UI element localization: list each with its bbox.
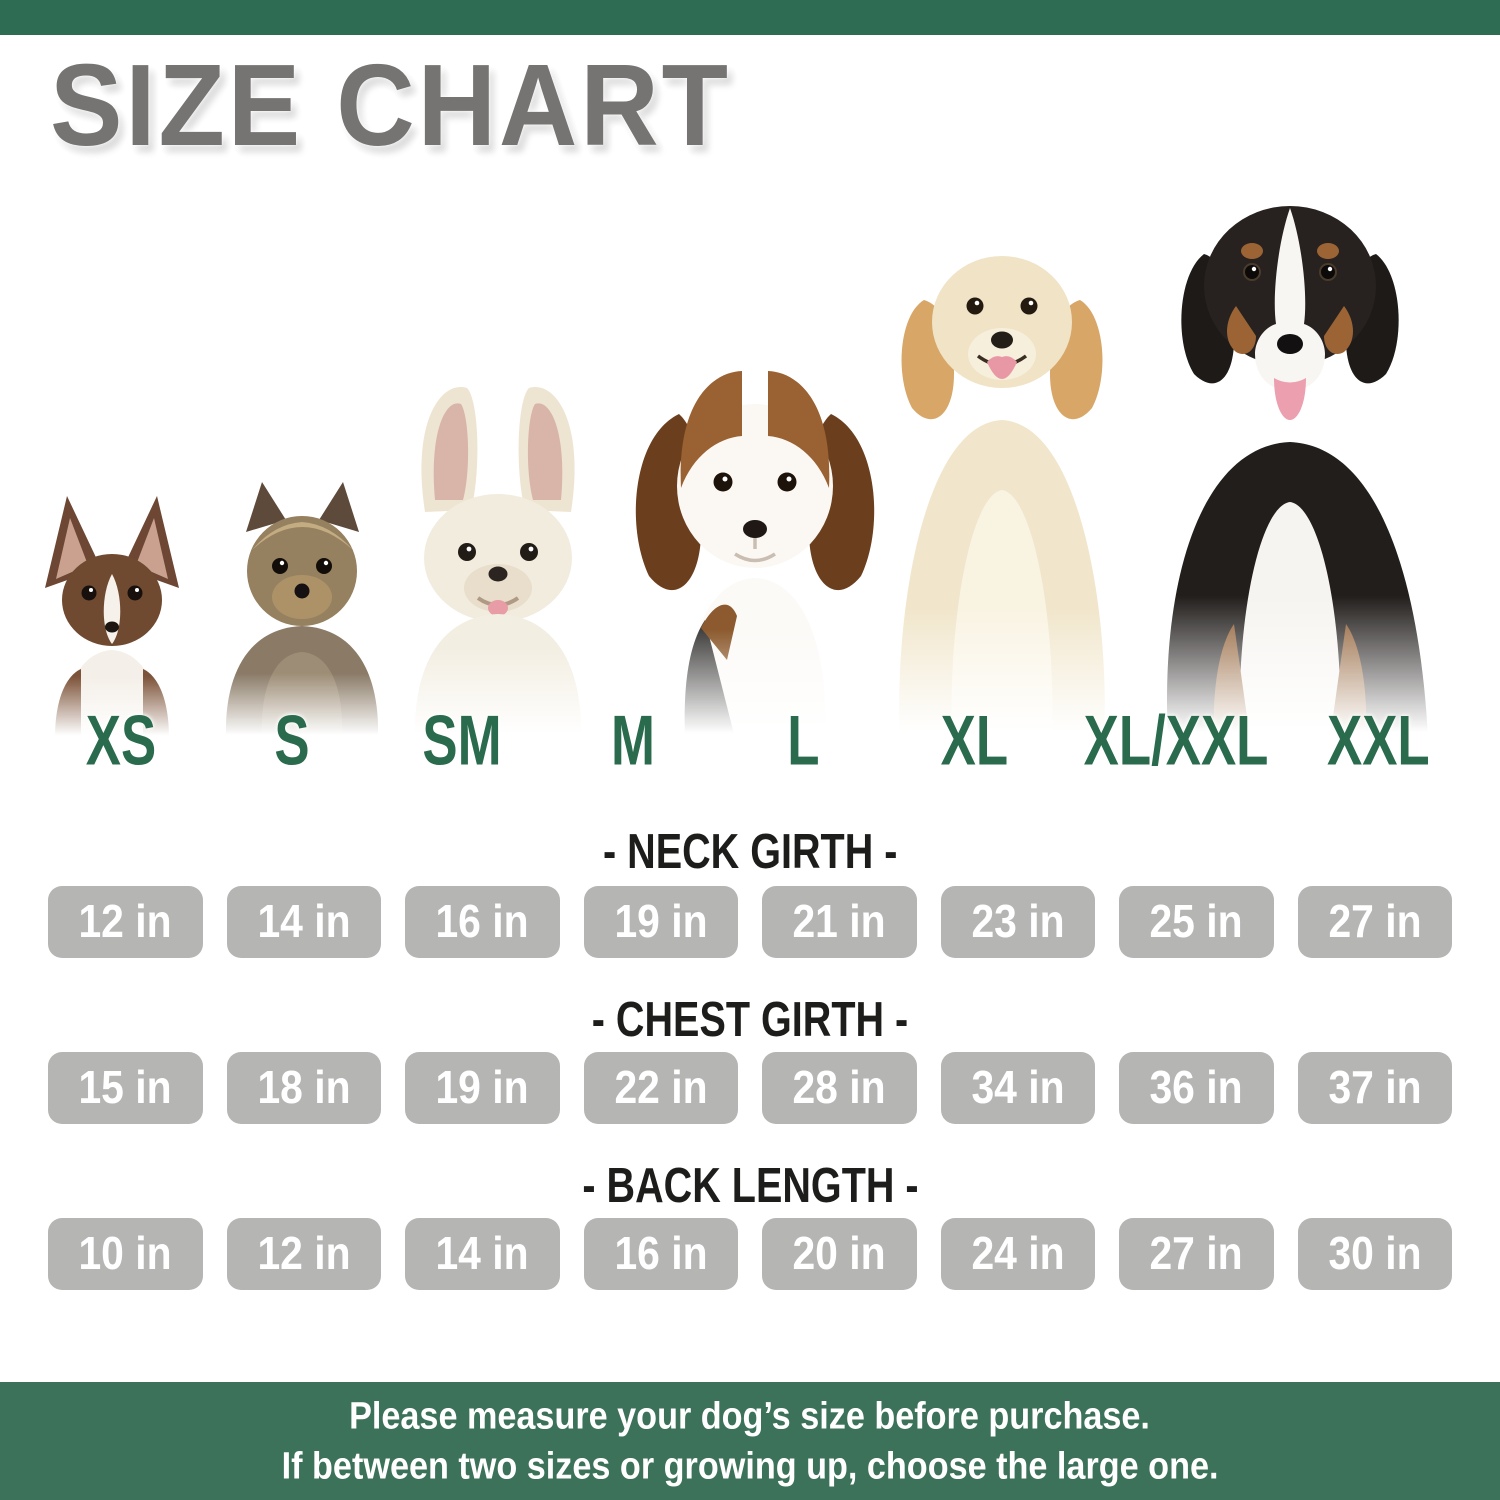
size-labels-row: XS S SM M L XL XL/XXL XXL: [48, 700, 1452, 781]
measurement-pill: 36 in: [1119, 1052, 1274, 1124]
size-label-sm: SM: [422, 700, 503, 781]
measurement-pill: 27 in: [1119, 1218, 1274, 1290]
footer-line-1: Please measure your dog’s size before pu…: [349, 1393, 1151, 1437]
measurement-pill: 19 in: [405, 1052, 560, 1124]
measurement-pill: 20 in: [762, 1218, 917, 1290]
measurement-pill: 30 in: [1297, 1218, 1452, 1290]
size-label-s: S: [274, 700, 310, 781]
size-label-m: M: [610, 700, 655, 781]
footer-line-2: If between two sizes or growing up, choo…: [281, 1443, 1219, 1487]
size-label-xl: XL: [940, 700, 1008, 781]
measurement-pill: 24 in: [940, 1218, 1095, 1290]
page-title: SIZE CHART: [50, 40, 731, 171]
measurement-pill: 10 in: [48, 1218, 203, 1290]
measurement-pill: 12 in: [48, 886, 203, 958]
measurement-pill: 14 in: [226, 886, 381, 958]
chest-girth-row: 15 in 18 in 19 in 22 in 28 in 34 in 36 i…: [48, 1052, 1452, 1124]
measurement-pill: 28 in: [762, 1052, 917, 1124]
top-accent-bar: [0, 0, 1500, 35]
measurement-pill: 25 in: [1119, 886, 1274, 958]
measurement-pill: 19 in: [583, 886, 738, 958]
measurement-pill: 21 in: [762, 886, 917, 958]
measurement-pill: 14 in: [405, 1218, 560, 1290]
measurement-pill: 37 in: [1297, 1052, 1452, 1124]
chihuahua-dog-image: [27, 480, 197, 738]
back-length-heading: - BACK LENGTH -: [581, 1157, 919, 1213]
size-label-xxl: XXL: [1327, 700, 1431, 781]
measurement-pill: 16 in: [583, 1218, 738, 1290]
measurement-pill: 34 in: [940, 1052, 1095, 1124]
measurement-pill: 18 in: [226, 1052, 381, 1124]
french-bulldog-dog-image: [383, 360, 613, 738]
measurement-pill: 15 in: [48, 1052, 203, 1124]
beagle-dog-image: [615, 286, 895, 738]
chest-girth-heading: - CHEST GIRTH -: [591, 991, 909, 1047]
neck-girth-row: 12 in 14 in 16 in 19 in 21 in 23 in 25 i…: [48, 886, 1452, 958]
measurement-pill: 23 in: [940, 886, 1095, 958]
neck-girth-heading: - NECK GIRTH -: [602, 823, 898, 879]
measurement-pill: 16 in: [405, 886, 560, 958]
footer-banner: Please measure your dog’s size before pu…: [0, 1382, 1500, 1500]
measurement-pill: 12 in: [226, 1218, 381, 1290]
measurement-pill: 22 in: [583, 1052, 738, 1124]
back-length-row: 10 in 12 in 14 in 16 in 20 in 24 in 27 i…: [48, 1218, 1452, 1290]
size-label-l: L: [787, 700, 820, 781]
size-label-xs: XS: [86, 700, 157, 781]
bernese-mountain-dog-image: [1120, 146, 1460, 738]
measurement-pill: 27 in: [1297, 886, 1452, 958]
size-label-xl-xxl: XL/XXL: [1083, 700, 1269, 781]
yorkshire-terrier-dog-image: [210, 468, 395, 738]
golden-retriever-dog-image: [872, 194, 1132, 738]
